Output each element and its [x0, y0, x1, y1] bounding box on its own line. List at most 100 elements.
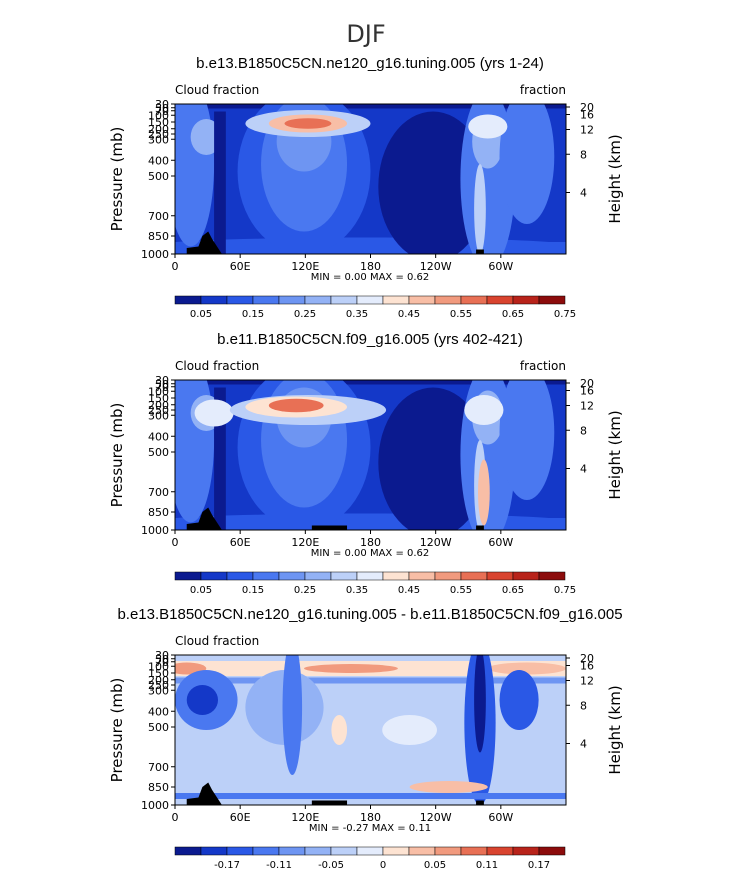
colorbar-swatch [434, 846, 462, 856]
colorbar-label: 0.35 [346, 309, 368, 320]
colorbar-swatch [226, 571, 254, 581]
y-axis-title: Pressure (mb) [108, 678, 126, 783]
colorbar-swatch [200, 846, 228, 856]
y-tick-label: 400 [148, 430, 169, 443]
colorbar-swatch [434, 295, 462, 305]
colorbar-swatch [460, 295, 488, 305]
y2-tick-label: 20 [580, 101, 594, 114]
colorbar-swatch [356, 571, 384, 581]
x-tick-label: 120W [420, 536, 452, 549]
y2-tick-label: 16 [580, 660, 594, 673]
colorbar-swatch [330, 571, 358, 581]
panel-left-label: Cloud fraction [175, 359, 259, 373]
colorbar-swatch [174, 295, 202, 305]
y-tick-label: 70 [155, 105, 169, 118]
contour-region [175, 677, 566, 684]
y-tick-label: 250 [148, 128, 169, 141]
panel-field [175, 380, 566, 530]
contour-region [378, 387, 488, 530]
y-tick-label: 70 [155, 656, 169, 669]
colorbar-label: 0.65 [502, 585, 524, 596]
contour-region [378, 111, 488, 254]
panel-title: b.e13.B1850C5CN.ne120_g16.tuning.005 - b… [117, 606, 622, 623]
y-tick-label: 500 [148, 446, 169, 459]
contour-region [175, 104, 566, 109]
x-tick-label: 0 [172, 536, 179, 549]
contour-region [175, 793, 566, 799]
y2-tick-label: 8 [580, 424, 587, 437]
colorbar: 0.05 0.15 0.25 0.35 0.45 0.55 0.65 0.75 [174, 295, 576, 320]
contour-region [499, 670, 539, 730]
x-tick-label: 120W [420, 260, 452, 273]
x-tick-label: 0 [172, 260, 179, 273]
colorbar-swatch [278, 295, 306, 305]
y-tick-label: 200 [148, 674, 169, 687]
colorbar: -0.17 -0.11 -0.05 0 0.05 0.11 0.17 [174, 846, 566, 871]
y-tick-label: 70 [155, 381, 169, 394]
colorbar-swatch [330, 846, 358, 856]
y2-axis-title: Height (km) [606, 410, 624, 499]
colorbar-swatch [226, 846, 254, 856]
y2-tick-label: 20 [580, 652, 594, 665]
panel-right-label: fraction [520, 359, 566, 373]
contour-region [409, 781, 488, 793]
contour-region [175, 380, 566, 385]
panel-right-label: fraction [520, 83, 566, 97]
colorbar-label: 0 [380, 860, 386, 871]
topography [476, 525, 484, 530]
x-tick-label: 180 [360, 811, 381, 824]
panel-field [175, 655, 566, 805]
x-tick-label: 120E [291, 260, 319, 273]
contour-region [382, 715, 437, 745]
colorbar-swatch [512, 295, 540, 305]
y2-tick-label: 4 [580, 463, 587, 476]
colorbar-label: 0.55 [450, 309, 472, 320]
colorbar-swatch [460, 846, 488, 856]
contour-region [474, 655, 486, 753]
x-tick-label: 60E [230, 536, 251, 549]
y-tick-label: 700 [148, 210, 169, 223]
colorbar-swatch [200, 571, 228, 581]
colorbar-swatch [304, 846, 332, 856]
colorbar-swatch [252, 846, 280, 856]
y-tick-label: 1000 [141, 248, 169, 261]
y-tick-label: 400 [148, 154, 169, 167]
panel-title: b.e11.B1850C5CN.f09_g16.005 (yrs 402-421… [217, 331, 523, 348]
topography [186, 507, 222, 530]
colorbar-swatch [408, 846, 436, 856]
contour-region [478, 459, 490, 526]
colorbar-label: 0.75 [554, 585, 576, 596]
y-tick-label: 150 [148, 116, 169, 129]
colorbar-swatch [538, 571, 566, 581]
colorbar-label: 0.05 [424, 860, 446, 871]
contour-region [186, 685, 219, 715]
contour-region [487, 662, 566, 675]
colorbar-swatch [252, 295, 280, 305]
colorbar-swatch [200, 295, 228, 305]
panel-1: b.e13.B1850C5CN.ne120_g16.tuning.005 (yr… [108, 55, 624, 320]
colorbar-swatch [382, 846, 410, 856]
colorbar-swatch [538, 295, 566, 305]
y2-tick-label: 20 [580, 377, 594, 390]
y2-axis-title: Height (km) [606, 685, 624, 774]
colorbar-label: -0.05 [318, 860, 344, 871]
colorbar-label: 0.05 [190, 309, 212, 320]
y-axis-title: Pressure (mb) [108, 403, 126, 508]
colorbar-swatch [278, 846, 306, 856]
colorbar-label: 0.15 [242, 585, 264, 596]
contour-region [331, 715, 348, 745]
y2-tick-label: 16 [580, 109, 594, 122]
contour-region [464, 395, 504, 425]
contour-region [304, 664, 398, 673]
colorbar-swatch [434, 571, 462, 581]
colorbar-swatch [356, 295, 384, 305]
dry-column [214, 111, 226, 254]
y-tick-label: 50 [155, 653, 169, 666]
y-tick-label: 850 [148, 230, 169, 243]
y-tick-label: 500 [148, 721, 169, 734]
x-tick-label: 120E [291, 536, 319, 549]
contour-region [499, 104, 555, 224]
colorbar-label: 0.05 [190, 585, 212, 596]
colorbar-swatch [226, 295, 254, 305]
